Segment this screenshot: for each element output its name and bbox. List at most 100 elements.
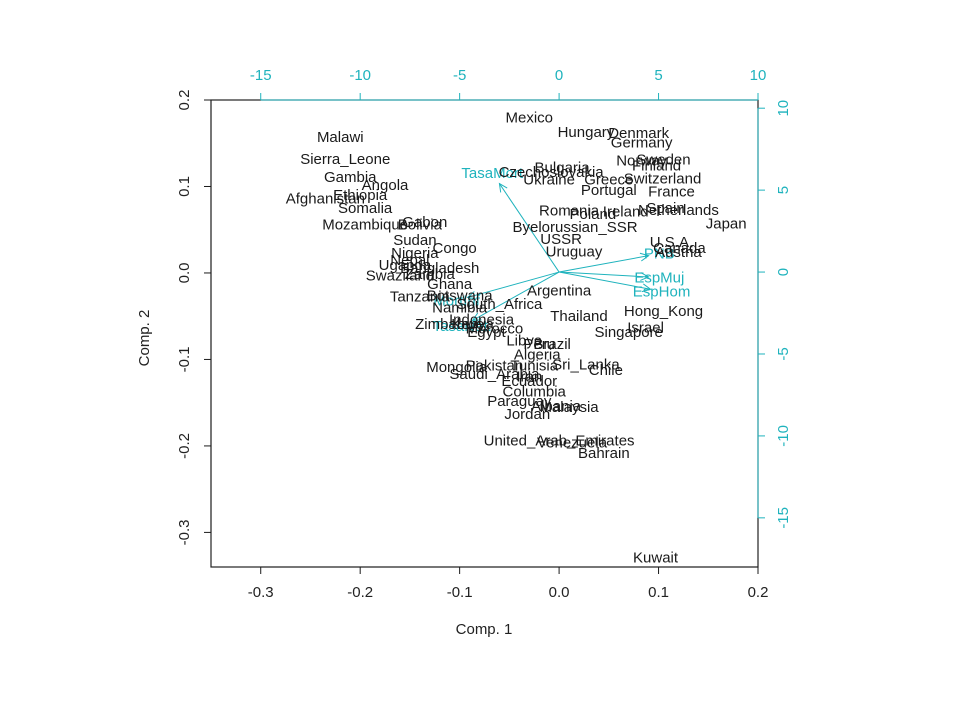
- x2-tick-label: 10: [750, 67, 767, 84]
- country-point-label: Kenya: [451, 316, 494, 333]
- y-tick-label: -0.3: [176, 519, 193, 545]
- country-point-label: Zimbabwe: [415, 316, 484, 333]
- x2-tick-label: 5: [654, 67, 662, 84]
- loading-vector: TasaMort: [461, 165, 560, 273]
- country-point-label: Uruguay: [546, 243, 603, 260]
- y-axis-right: -15 -10 -5 0 5 10: [757, 100, 792, 529]
- country-point-label: Peru: [523, 336, 555, 353]
- vector-label: EspMuj: [634, 270, 684, 287]
- vector-line: [472, 271, 560, 321]
- vector-arrowhead: [471, 312, 482, 321]
- country-point-label: Greece: [584, 172, 633, 189]
- country-point-label: Czechoslovakia: [499, 164, 605, 181]
- points-layer: Mexico Malawi Sierra_LeoneGambiaAngolaEthi…: [286, 109, 747, 566]
- country-point-label: Germany: [611, 134, 673, 151]
- vector-arrowhead: [639, 252, 650, 262]
- country-point-label: Mexico: [505, 109, 553, 126]
- country-point-label: Hong_Kong: [624, 303, 703, 320]
- country-point-label: Pakistan: [466, 357, 524, 374]
- country-point-label: Columbia: [503, 383, 567, 400]
- country-point-label: Somalia: [338, 200, 393, 217]
- y-axis-title: Comp. 2: [136, 310, 153, 367]
- country-point-label: Ireland: [603, 204, 649, 221]
- country-point-label: Ecuador: [501, 373, 557, 390]
- x-tick-label: -0.2: [347, 584, 373, 601]
- country-point-label: Netherlands: [638, 202, 719, 219]
- country-point-label: Bolivia: [398, 217, 443, 234]
- y2-tick-label: -15: [775, 507, 792, 529]
- vector-arrowhead: [640, 272, 650, 281]
- y2-tick-label: -5: [775, 347, 792, 360]
- country-point-label: Gambia: [324, 169, 377, 186]
- country-point-label: Uganda: [379, 257, 432, 274]
- country-point-label: Brazil: [533, 336, 571, 353]
- country-point-label: Algeria: [514, 346, 561, 363]
- country-point-label: Norway: [616, 153, 667, 170]
- country-point-label: Sweden: [636, 152, 690, 169]
- x-tick-label: 0.2: [748, 584, 769, 601]
- country-point-label: Thailand: [550, 308, 608, 325]
- loading-vector: EspMuj: [559, 270, 684, 287]
- y2-tick-label: 10: [775, 100, 792, 117]
- x-axis-bottom: -0.3 -0.2 -0.1 0.0 0.1 0.2: [248, 566, 769, 601]
- vector-line: [559, 271, 649, 278]
- vector-line: [499, 183, 560, 273]
- x2-tick-label: -5: [453, 67, 466, 84]
- y2-tick-label: -10: [775, 425, 792, 447]
- country-point-label: Botswana: [427, 287, 494, 304]
- country-point-label: Bangladesh: [400, 260, 479, 277]
- country-point-label: Spain: [646, 200, 684, 217]
- x-tick-label: 0.0: [549, 584, 570, 601]
- loading-vector: MortInf: [433, 271, 560, 309]
- y2-tick-label: 0: [775, 268, 792, 276]
- country-point-label: Malaysia: [539, 399, 599, 416]
- country-point-label: Byelorussian_SSR: [512, 219, 637, 236]
- country-point-label: United_Arab_Emirates: [484, 433, 635, 450]
- country-point-label: Congo: [433, 240, 477, 257]
- country-point-label: Swaziland: [366, 268, 434, 285]
- country-point-label: Mozambique: [322, 217, 408, 234]
- vector-label: MortInf: [433, 292, 481, 309]
- axes-layer: -0.3 -0.2 -0.1 0.0 0.1 0.2 -0.3 -0.2 -0.1 0.0 0.1 0…: [176, 67, 792, 601]
- country-point-label: Kuwait: [633, 549, 679, 566]
- country-point-label: Ukraine: [523, 172, 575, 189]
- x-axis-top: -15 -10 -5 0 5 10: [250, 67, 767, 101]
- country-point-label: Paraguay: [487, 393, 552, 410]
- country-point-label: Finland: [632, 158, 681, 175]
- country-point-label: Poland: [570, 206, 617, 223]
- country-point-label: Afghanistan: [286, 191, 365, 208]
- loading-vector: TasaNat.: [433, 271, 560, 335]
- country-point-label: Egypt: [467, 324, 506, 341]
- loading-vector: EspHom: [558, 271, 690, 300]
- x-axis-title: Comp. 1: [456, 621, 513, 638]
- y-tick-label: 0.0: [176, 263, 193, 284]
- country-point-label: USSR: [540, 231, 582, 248]
- vector-arrowhead: [466, 291, 477, 300]
- y-tick-label: 0.1: [176, 176, 193, 197]
- country-point-label: Austria: [655, 244, 702, 261]
- country-point-label: Venezuela: [537, 434, 608, 451]
- country-point-label: Nigeria: [391, 245, 439, 262]
- country-point-label: Sri_Lanka: [552, 357, 620, 374]
- country-point-label: Portugal: [581, 182, 637, 199]
- country-point-label: France: [648, 184, 695, 201]
- vector-arrowhead: [498, 182, 508, 193]
- country-point-label: Indonesia: [449, 312, 515, 329]
- y-tick-label: 0.2: [176, 90, 193, 111]
- country-point-label: Israel: [627, 319, 664, 336]
- country-point-label: U.S.A.: [650, 234, 693, 251]
- country-point-label: Bulgaria: [535, 159, 591, 176]
- country-point-label: Mongolia: [426, 359, 488, 376]
- x-tick-label: -0.1: [447, 584, 473, 601]
- country-point-label: Zambia: [405, 266, 456, 283]
- country-point-label: Hungary: [558, 124, 615, 141]
- x-tick-label: 0.1: [648, 584, 669, 601]
- country-point-label: Nepal: [390, 252, 429, 269]
- country-point-label: South_Africa: [456, 296, 543, 313]
- x2-tick-label: -15: [250, 67, 272, 84]
- vector-arrowhead: [641, 283, 652, 293]
- country-point-label: Morocco: [466, 320, 524, 337]
- country-point-label: Ghana: [427, 276, 473, 293]
- country-point-label: Tanzania: [390, 288, 451, 305]
